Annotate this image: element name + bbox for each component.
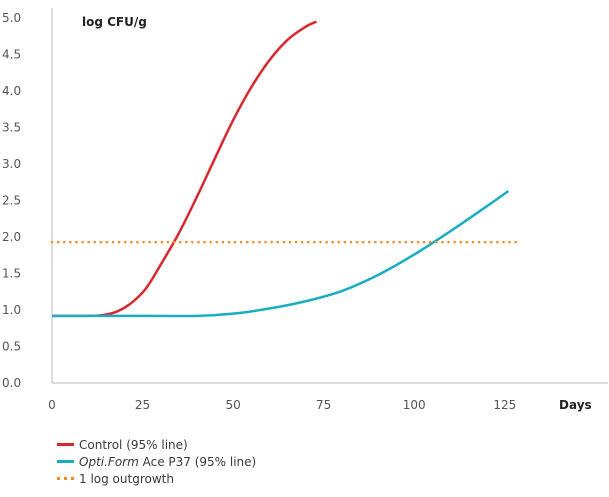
legend-label-optiform: Opti.Form Ace P37 (95% line) <box>79 455 256 469</box>
chart: 0.0 0.5 1.0 1.5 2.0 2.5 3.0 3.5 4.0 4.5 5.0 0 25 50 7… <box>2 8 608 412</box>
legend-swatch-control <box>57 443 74 446</box>
y-axis-title: log CFU/g <box>82 15 147 29</box>
x-tick-label: 25 <box>135 398 150 412</box>
y-tick-label: 3.0 <box>2 157 21 171</box>
series-line-optiform <box>51 189 510 318</box>
legend-label-outgrowth: 1 log outgrowth <box>79 471 174 486</box>
legend: Control (95% line) Opti.Form Ace P37 (95… <box>57 436 256 487</box>
x-tick-label: 75 <box>316 398 331 412</box>
y-tick-label: 5.0 <box>2 11 21 25</box>
x-axis-title: Days <box>559 398 592 412</box>
series-layer <box>50 20 517 318</box>
legend-item-optiform: Opti.Form Ace P37 (95% line) <box>57 453 256 470</box>
y-tick-label: 1.5 <box>2 267 21 281</box>
x-tick-label: 125 <box>493 398 516 412</box>
legend-item-control: Control (95% line) <box>57 436 256 453</box>
legend-swatch-optiform <box>57 460 74 463</box>
y-tick-label: 4.5 <box>2 48 21 62</box>
x-tick-label: 100 <box>403 398 426 412</box>
x-axis-ticks: 0 25 50 75 100 125 <box>48 398 516 412</box>
y-axis-ticks: 0.0 0.5 1.0 1.5 2.0 2.5 3.0 3.5 4.0 4.5 5.0 <box>2 11 21 390</box>
legend-label-control: Control (95% line) <box>79 437 188 452</box>
legend-item-outgrowth: 1 log outgrowth <box>57 470 256 487</box>
y-tick-label: 4.0 <box>2 84 21 98</box>
legend-swatch-outgrowth <box>57 477 74 480</box>
x-tick-label: 0 <box>48 398 56 412</box>
legend-label-optiform-rest: Ace P37 (95% line) <box>138 454 257 469</box>
y-tick-label: 0.0 <box>2 376 21 390</box>
y-tick-label: 2.5 <box>2 194 21 208</box>
y-tick-label: 1.0 <box>2 303 21 317</box>
y-tick-label: 0.5 <box>2 340 21 354</box>
y-tick-label: 3.5 <box>2 121 21 135</box>
series-line-control <box>51 20 317 318</box>
x-tick-label: 50 <box>225 398 240 412</box>
legend-label-optiform-brand: Opti.Form <box>79 454 139 469</box>
y-tick-label: 2.0 <box>2 230 21 244</box>
